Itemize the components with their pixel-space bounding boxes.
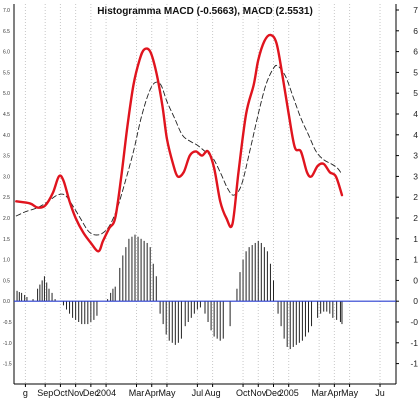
chart-title: Histogramma MACD (-0.5663), MACD (2.5531… [97,6,313,17]
x-tick-label-13: Dec [265,388,282,398]
y-tick-left-13: 0.5 [3,278,10,284]
x-tick-label-14: 2005 [279,388,299,398]
y-tick-left-0: 7.0 [3,8,10,14]
y-tick-right-16: -1 [410,338,418,348]
y-tick-right-10: 2 [413,213,418,223]
y-tick-left-4: 5.0 [3,91,10,97]
y-tick-right-6: 4 [413,130,418,140]
y-tick-right-15: -0 [410,317,418,327]
y-tick-left-6: 4.0 [3,133,10,139]
x-tick-label-16: Apr [327,388,341,398]
y-tick-right-14: 0 [413,296,418,306]
y-tick-left-12: 1.0 [3,258,10,264]
axes [13,4,397,385]
x-tick-label-6: Mar [129,388,145,398]
x-tick-label-12: Nov [250,388,267,398]
y-tick-left-16: -1.0 [3,341,12,347]
y-tick-right-13: 0 [413,275,418,285]
y-tick-left-17: -1.5 [3,362,12,368]
y-ticks-right: 7 6 6 5 5 4 4 3 3 2 2 1 1 0 0 -0 -1 -1 [396,5,418,369]
y-tick-right-11: 1 [413,234,418,244]
x-tick-label-5: 2004 [96,388,116,398]
y-tick-left-5: 4.5 [3,112,10,118]
y-tick-right-2: 6 [413,47,418,57]
y-tick-left-10: 2.0 [3,216,10,222]
x-tick-label-2: Oct [53,388,68,398]
y-ticks-left: 7.0 6.5 6.0 5.5 5.0 4.5 4.0 3.5 3.0 2.5 2.0 1.5 1.0 0… [3,8,12,368]
x-tick-label-9: Jul [192,388,204,398]
y-tick-right-17: -1 [410,359,418,369]
y-tick-right-4: 5 [413,88,418,98]
x-tick-label-7: Apr [145,388,159,398]
x-tick-label-11: Oct [236,388,251,398]
x-tick-label-1: Sep [37,388,53,398]
y-tick-right-1: 6 [413,26,418,36]
x-tick-label-4: Dec [83,388,100,398]
x-tick-label-10: Aug [205,388,221,398]
y-tick-left-14: 0.0 [3,299,10,305]
x-tick-label-15: Mar [311,388,327,398]
y-tick-right-12: 1 [413,255,418,265]
x-tick-label-0: g [23,388,28,398]
y-tick-left-1: 6.5 [3,29,10,35]
histogram-bars [16,234,343,350]
y-tick-right-7: 3 [413,151,418,161]
x-tick-label-18: Ju [375,388,385,398]
y-tick-left-2: 6.0 [3,50,10,56]
y-tick-right-8: 3 [413,171,418,181]
y-tick-right-5: 4 [413,109,418,119]
y-tick-right-0: 7 [413,5,418,15]
x-tick-label-3: Nov [68,388,85,398]
y-tick-left-3: 5.5 [3,70,10,76]
series-line-macd [15,33,344,253]
y-tick-left-8: 3.0 [3,174,10,180]
y-tick-right-9: 2 [413,192,418,202]
y-tick-right-3: 5 [413,67,418,77]
y-tick-left-9: 2.5 [3,195,10,201]
y-tick-left-7: 3.5 [3,154,10,160]
x-tick-label-8: May [158,388,176,398]
y-tick-left-11: 1.5 [3,237,10,243]
series-line-signal [15,64,343,236]
y-tick-left-15: -0.5 [3,320,12,326]
x-tick-label-17: May [341,388,359,398]
grid-lines [24,4,381,384]
series-lines [15,33,344,253]
